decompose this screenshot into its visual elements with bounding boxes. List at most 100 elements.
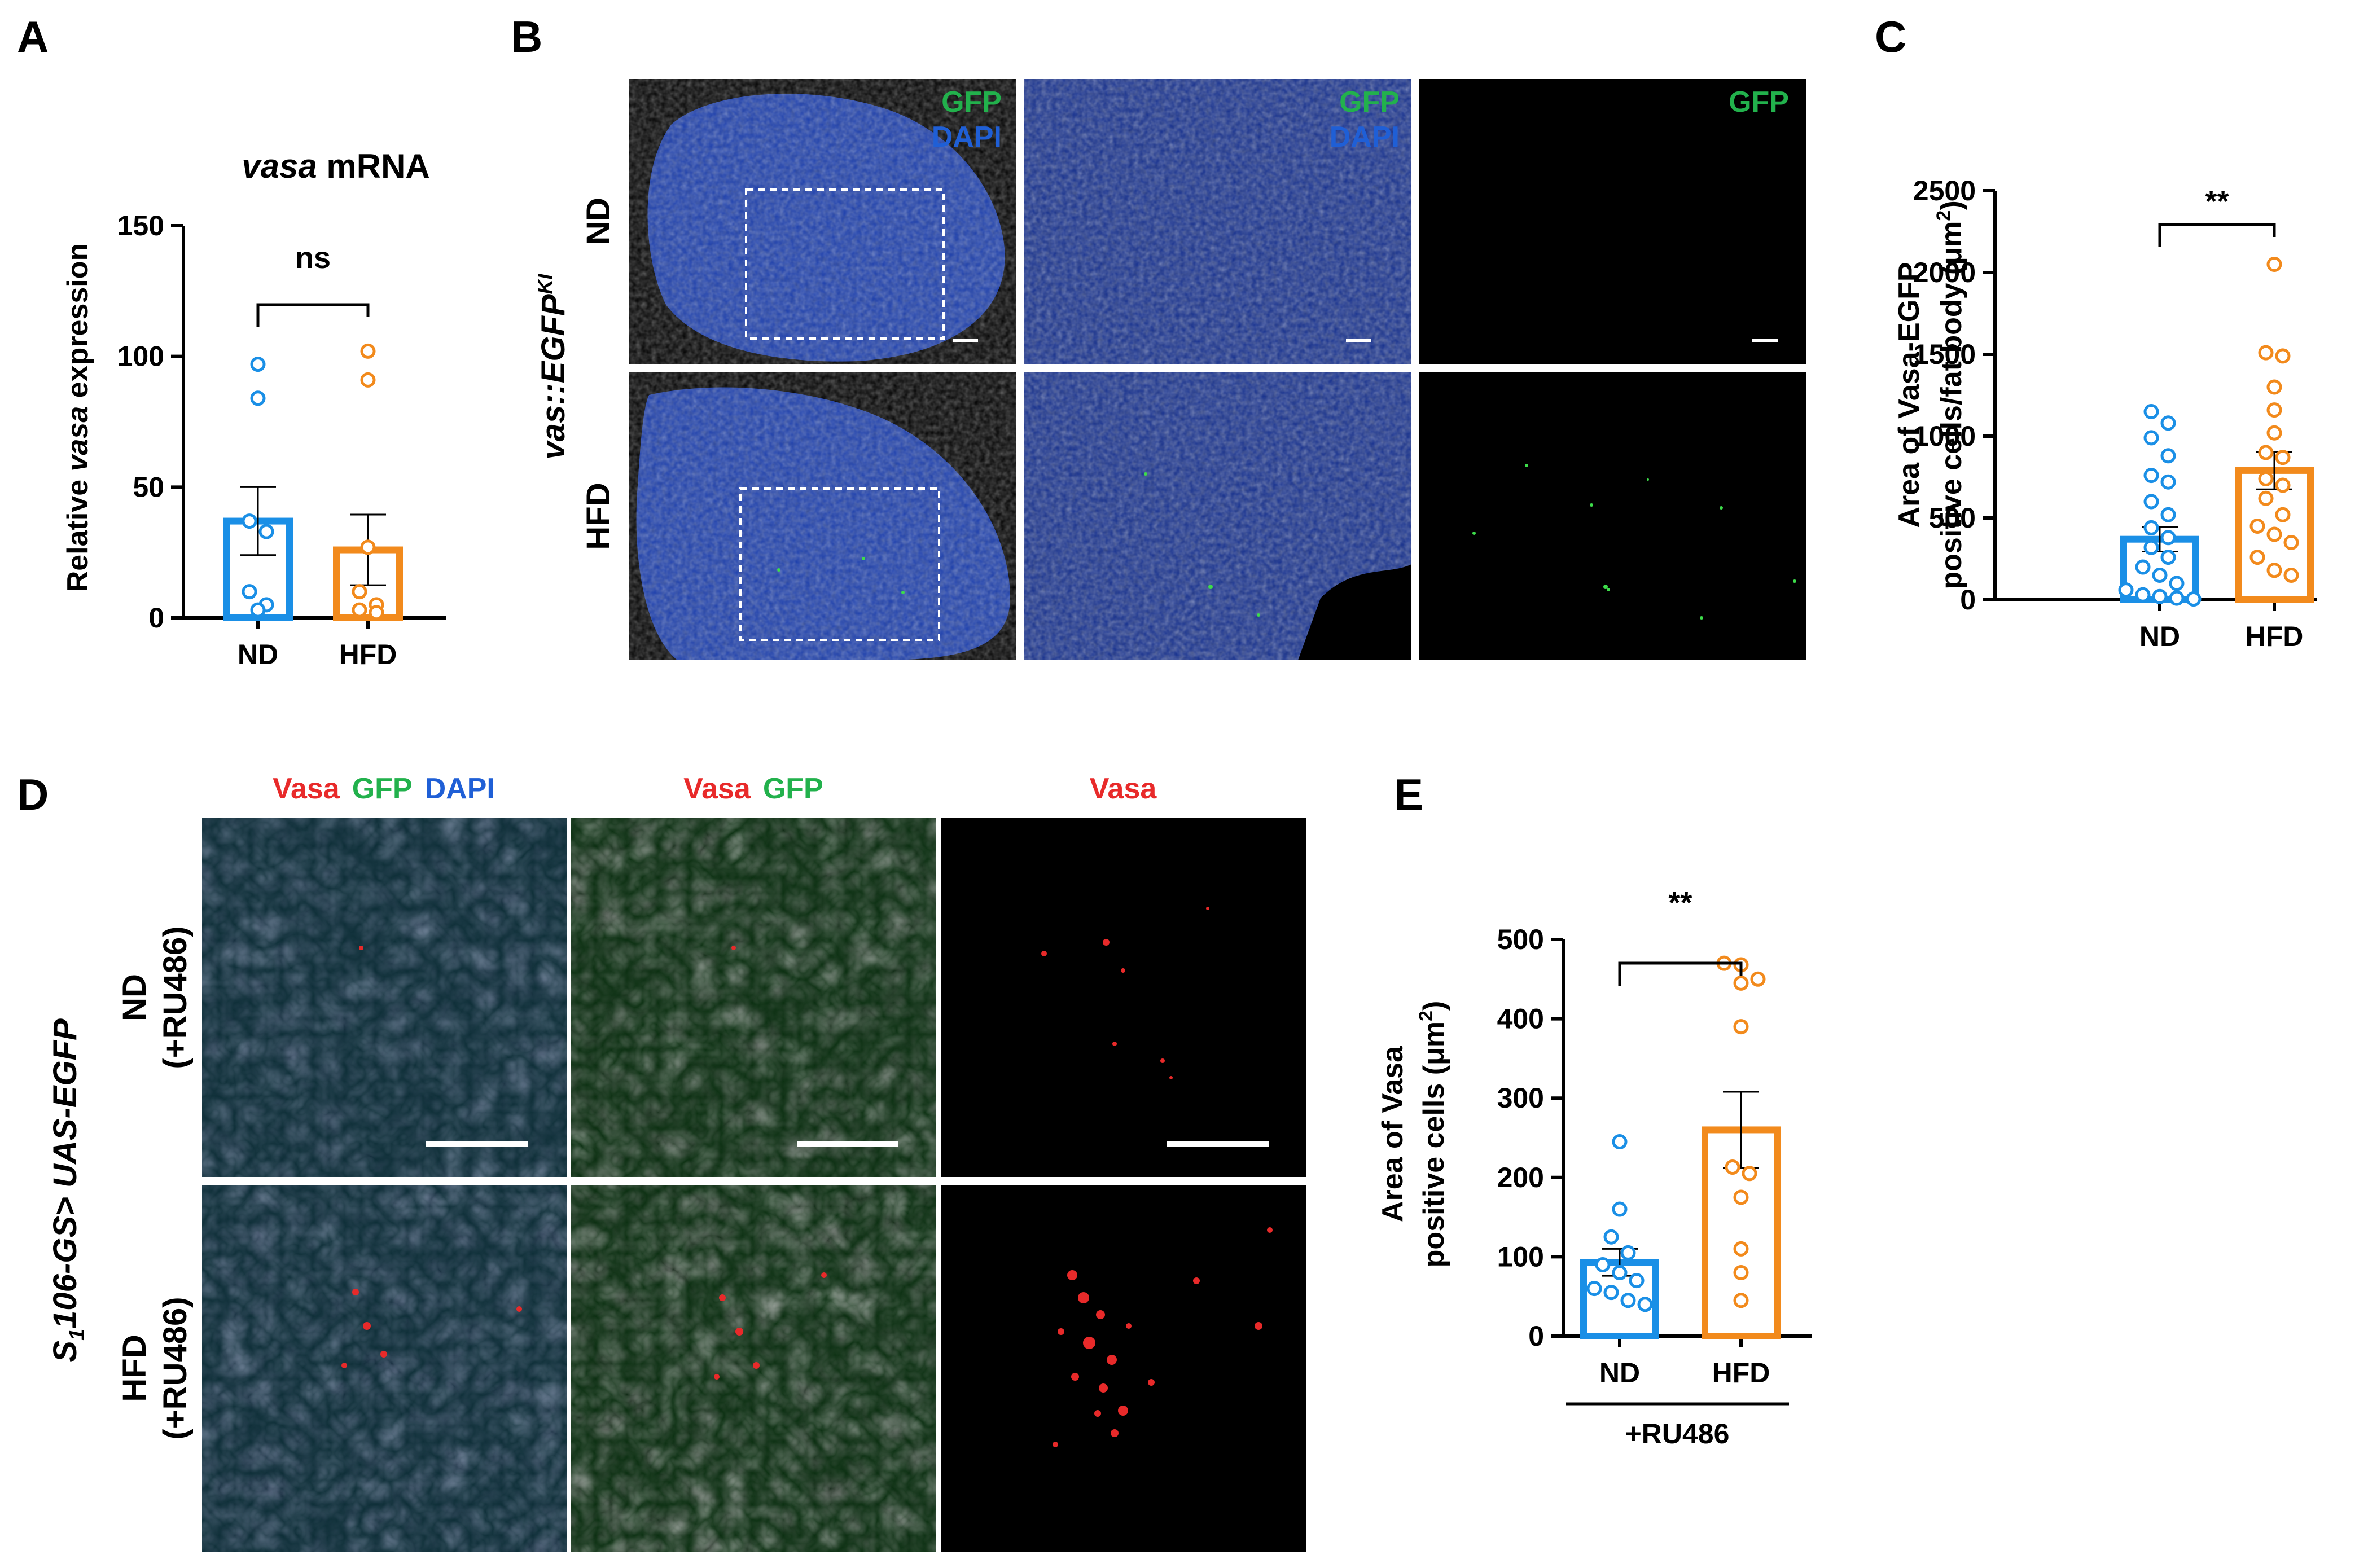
chart-e-xtick-label-1: HFD — [1712, 1357, 1770, 1389]
chart-a-point — [242, 584, 257, 600]
b-hfd-inset-box — [739, 487, 940, 641]
d-col1-vasa: Vasa — [273, 772, 340, 805]
chart-c-point — [2143, 520, 2159, 535]
b-nd-zoom-scale-bar — [1346, 339, 1371, 342]
b-hfd-zoom-dark-region — [1298, 564, 1411, 660]
b-col1-gfp-label: GFP — [941, 86, 1002, 118]
chart-e-point — [1603, 1229, 1619, 1245]
chart-a-point — [360, 372, 376, 388]
chart-c-point — [2266, 526, 2282, 542]
d-gfp-scale-bar — [797, 1141, 898, 1147]
d-nd-merge-web — [202, 818, 567, 1177]
chart-a-point — [250, 602, 266, 618]
chart-a: vasa mRNA Relative vasa expression 0 50 10… — [62, 147, 446, 670]
panel-letter-c: C — [1875, 12, 1906, 62]
b-hfd-merge-texture — [629, 372, 1016, 660]
panel-d: Vasa GFP DAPI Vasa GFP Vasa ND (+RU486) HFD… — [47, 772, 1306, 1552]
d-vasa-puncta — [341, 907, 1273, 1447]
chart-c-point — [2258, 445, 2274, 460]
chart-c-sig-label: ** — [2205, 185, 2229, 218]
chart-c-point — [2258, 345, 2274, 361]
chart-c-point — [2249, 550, 2265, 565]
b-row-nd-label: ND — [580, 197, 617, 245]
d-hfd-merge-dapi — [202, 1185, 567, 1552]
chart-e-point — [1612, 1201, 1628, 1217]
chart-c-xtick-label-1: HFD — [2246, 621, 2304, 652]
b-col2-gfp-label: GFP — [1339, 86, 1400, 118]
b-nd-gfp-bg — [1419, 79, 1806, 364]
chart-c-point — [2186, 591, 2202, 607]
chart-c-ylabel-line2: positive cells/fat body (μm2) — [1933, 200, 1968, 589]
b-genotype-italic: vas::EGFP — [535, 294, 572, 460]
d-genotype-sub: 1 — [65, 1329, 89, 1341]
chart-c-ytick-label-5: 2500 — [1913, 175, 1976, 207]
chart-a-title-italic: vasa — [242, 147, 317, 185]
chart-c-point — [2160, 415, 2176, 431]
chart-c-point — [2169, 590, 2185, 606]
d-row1-line1: ND — [116, 974, 153, 1021]
chart-a-sig-label: ns — [295, 241, 331, 275]
chart-e-sig-bracket — [1618, 961, 1743, 986]
b-genotype-sup: KI — [533, 273, 556, 294]
chart-a-ytick-label-0: 0 — [148, 602, 164, 634]
d-merge-scale-bar — [426, 1141, 528, 1147]
panel-letter-b: B — [511, 12, 542, 62]
chart-c-ylabel-sup: 2 — [1933, 210, 1954, 221]
chart-a-ylabel-post: expression — [62, 243, 94, 406]
chart-e-point — [1595, 1257, 1611, 1272]
panel-letter-d: D — [17, 770, 49, 819]
chart-e-point — [1629, 1273, 1645, 1289]
panel-letter-a: A — [17, 12, 49, 62]
chart-c-ylabel-line2-post: ) — [1935, 200, 1968, 210]
d-col1-dapi: DAPI — [425, 772, 495, 805]
chart-c-ytick-label-1: 500 — [1929, 502, 1976, 534]
chart-a-ytick-label-2: 100 — [117, 341, 164, 372]
chart-c-point — [2135, 587, 2151, 603]
d-hfd-gfp-web — [571, 1185, 936, 1552]
chart-e-ylabel-line1: Area of Vasa — [1376, 1046, 1409, 1222]
b-col3-gfp-label: GFP — [1729, 86, 1789, 118]
chart-c-point — [2152, 568, 2168, 583]
b-nd-zoom-texture — [1024, 79, 1411, 364]
chart-a-point — [250, 357, 266, 372]
chart-c-point — [2283, 535, 2299, 550]
d-nd-vasa-bg — [941, 818, 1306, 1177]
chart-e-point — [1733, 975, 1749, 991]
b-nd-gfp-scale-bar — [1752, 339, 1778, 342]
b-col2-dapi-label: DAPI — [1330, 121, 1400, 153]
d-col1-gfp: GFP — [352, 772, 413, 805]
chart-c-point — [2143, 494, 2159, 510]
chart-a-title-rest: mRNA — [317, 147, 430, 185]
d-col2-vasa: Vasa — [683, 772, 751, 805]
b-row-hfd-label: HFD — [580, 482, 617, 550]
chart-e-point — [1637, 1297, 1653, 1312]
chart-c: Area of Vasa-EGFP positive cells/fat bod… — [1893, 175, 2317, 652]
chart-e-point — [1733, 1241, 1749, 1257]
chart-a-point — [250, 390, 266, 406]
chart-e-group-label: +RU486 — [1625, 1418, 1730, 1450]
chart-e-ylabel-line2-post: ) — [1418, 1001, 1450, 1011]
d-col3-vasa: Vasa — [1090, 772, 1157, 805]
d-col1-header: Vasa GFP DAPI — [273, 772, 495, 805]
d-hfd-merge-web — [202, 1185, 567, 1552]
chart-c-point — [2258, 471, 2274, 486]
chart-e-sig-label: ** — [1668, 886, 1692, 920]
chart-c-point — [2143, 404, 2159, 419]
d-col2-gfp: GFP — [763, 772, 823, 805]
chart-e-point — [1586, 1281, 1602, 1297]
d-nd-merge-dapi — [202, 818, 567, 1177]
chart-c-xtick-label-0: ND — [2139, 621, 2180, 652]
chart-e-point — [1603, 1285, 1619, 1301]
b-genotype-label: vas::EGFPKI — [533, 273, 572, 459]
d-genotype-label: S1106-GS> UAS-EGFP — [47, 1018, 89, 1363]
b-nd-merge-texture — [629, 79, 1016, 364]
chart-a-ylabel: Relative vasa expression — [62, 243, 94, 592]
chart-e-point — [1750, 971, 1766, 987]
b-gfp-puncta — [777, 464, 1796, 620]
b-hfd-gfp-bg — [1419, 372, 1806, 660]
chart-c-point — [2258, 490, 2274, 506]
chart-c-point — [2249, 519, 2265, 534]
chart-a-xtick-label-1: HFD — [339, 639, 397, 670]
chart-a-ytick-label-1: 50 — [133, 471, 164, 503]
chart-e-ytick-label-1: 100 — [1497, 1241, 1544, 1272]
